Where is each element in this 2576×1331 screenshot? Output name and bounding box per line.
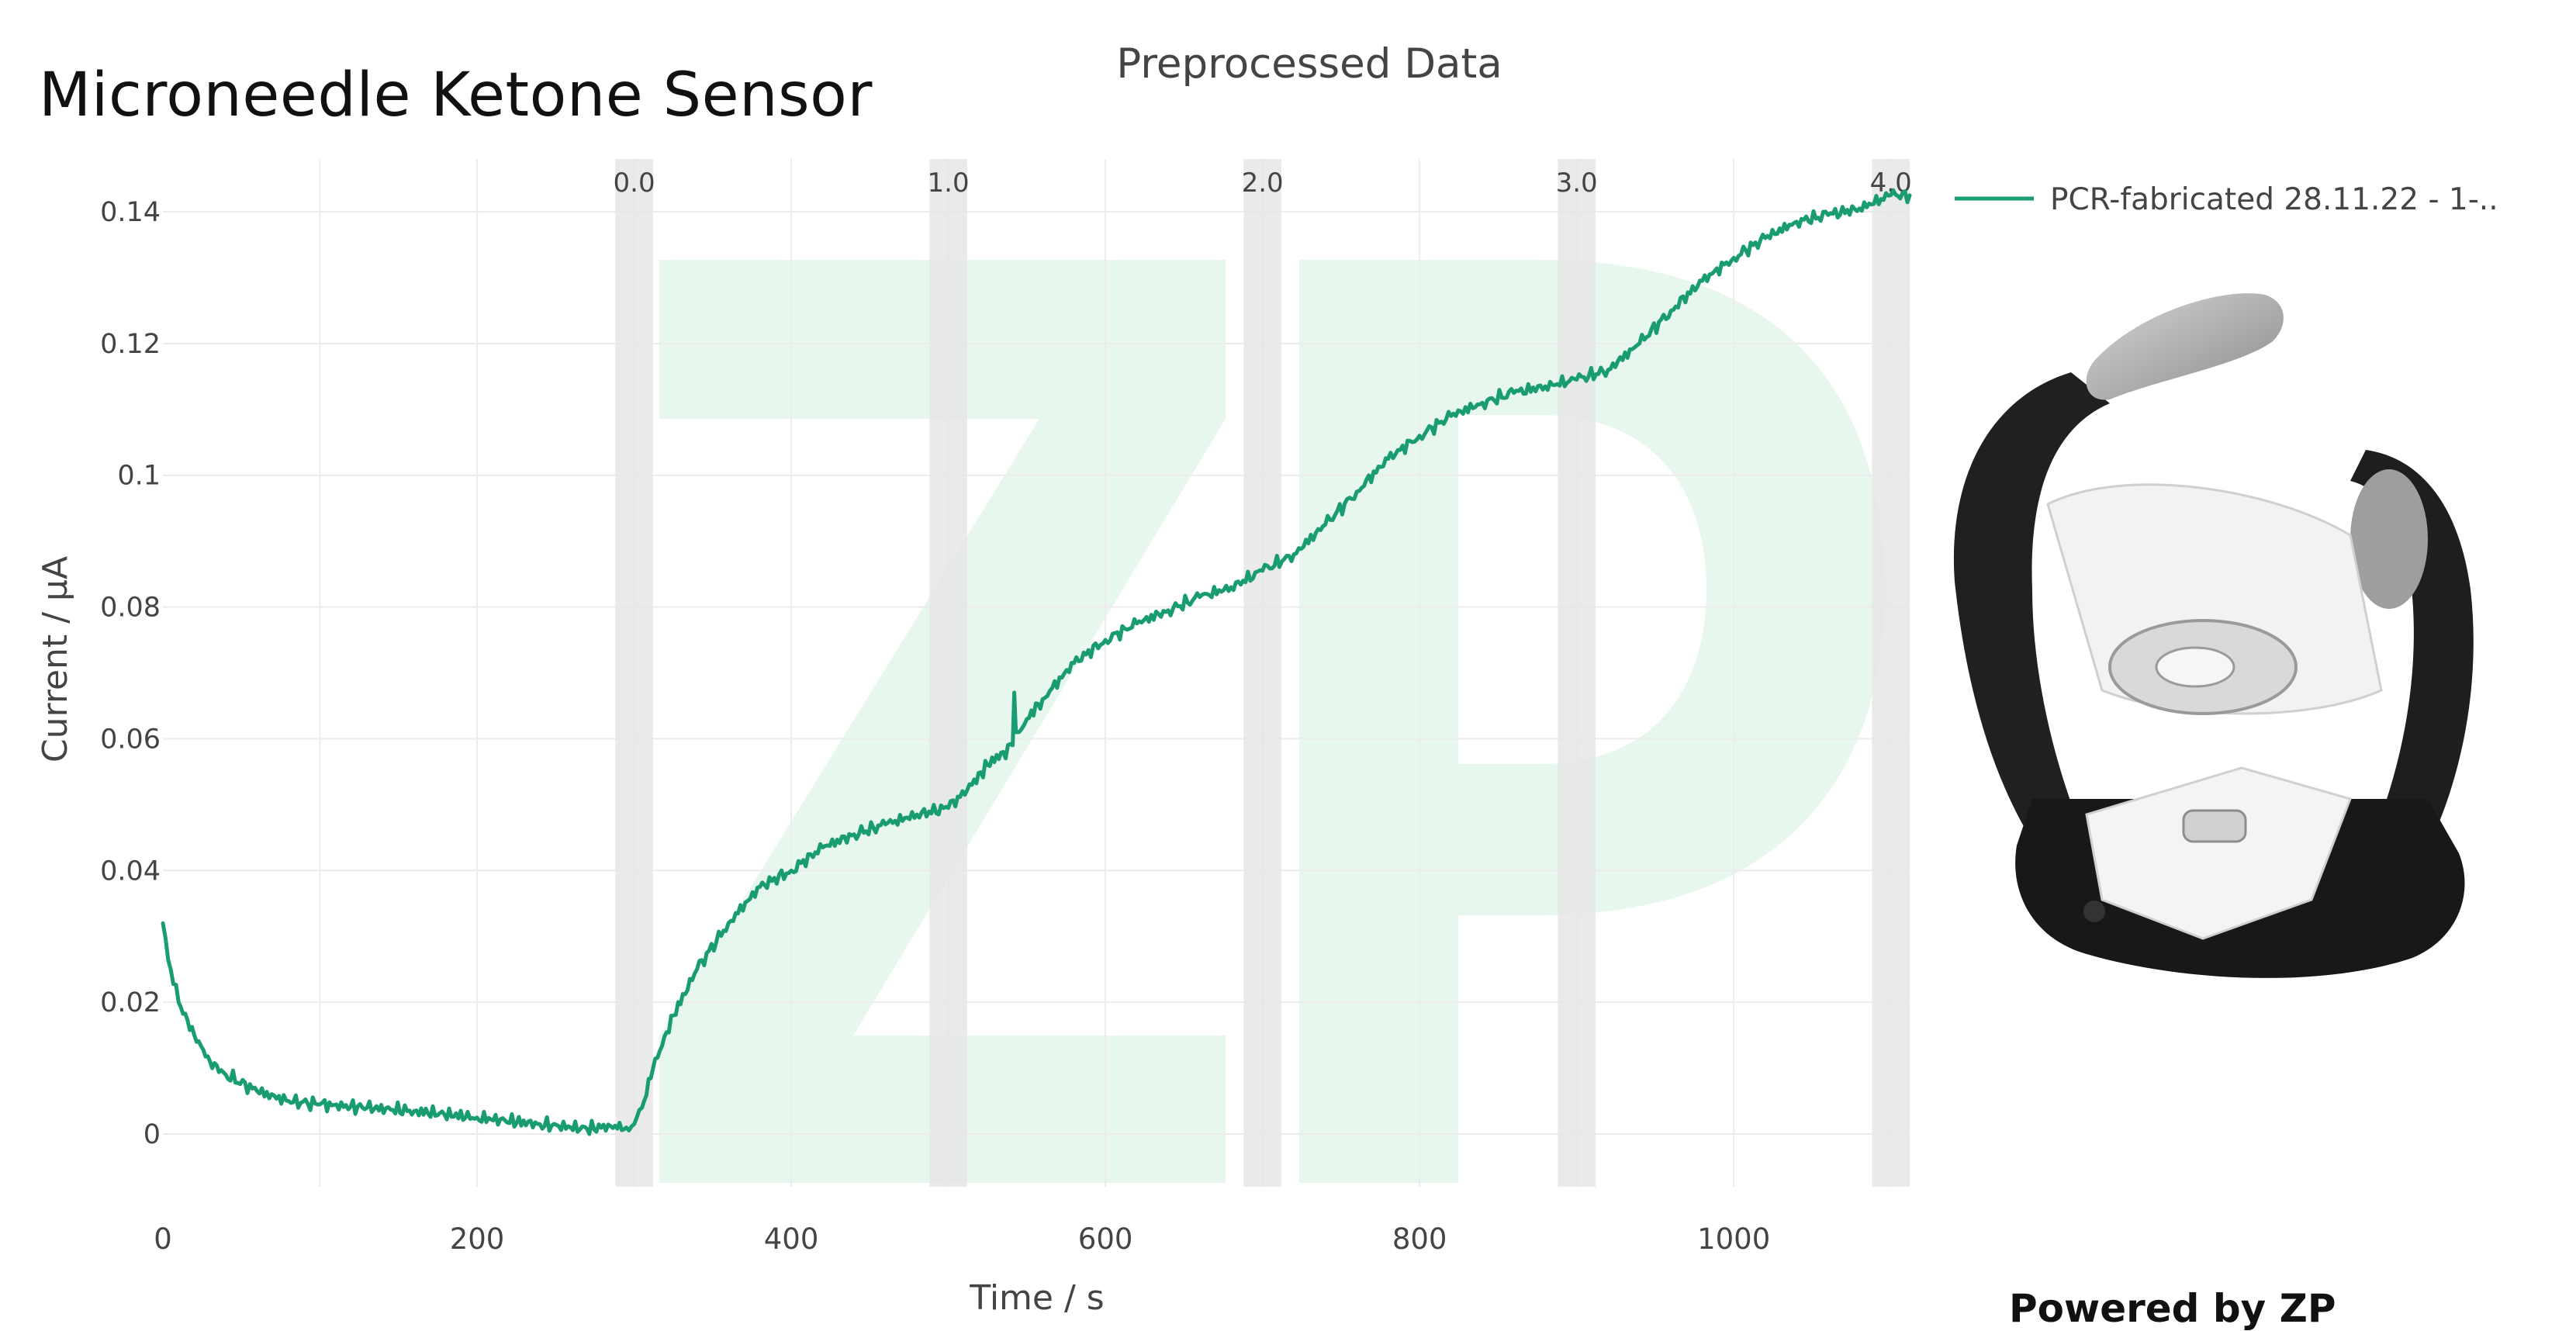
y-tick-label: 0.12 (100, 329, 161, 360)
watch-face (2085, 766, 2352, 940)
y-tick-label: 0.02 (100, 987, 161, 1018)
marker-band (1558, 159, 1596, 1187)
x-tick-label: 1000 (1697, 1222, 1770, 1256)
y-tick-label: 0.14 (100, 197, 161, 228)
watermark-p (1299, 260, 1885, 1183)
y-tick-label: 0 (143, 1119, 161, 1150)
y-tick-labels: 0 0.02 0.04 0.06 0.08 0.1 0.12 0.14 (100, 197, 161, 1150)
app-title: Microneedle Ketone Sensor (39, 60, 873, 130)
sensor-chip (2182, 809, 2247, 843)
bands (615, 159, 1910, 1187)
y-tick-label: 0.08 (100, 593, 161, 624)
x-tick-label: 400 (764, 1222, 819, 1256)
y-tick-label: 0.04 (100, 856, 161, 887)
device-image (1947, 256, 2521, 1078)
legend-label: PCR-fabricated 28.11.22 - 1-.. (2050, 182, 2498, 217)
band-label: 2.0 (1242, 168, 1284, 199)
x-tick-label: 800 (1392, 1222, 1447, 1256)
band-strap-left (1953, 372, 2110, 876)
band-label: 0.0 (614, 168, 655, 199)
buckle-clip (2086, 293, 2284, 400)
y-tick-label: 0.1 (117, 461, 161, 492)
x-tick-label: 600 (1078, 1222, 1133, 1256)
marker-band (615, 159, 653, 1187)
y-axis-title: Current / μA (36, 556, 75, 762)
sensor-pad (2350, 469, 2428, 609)
x-tick-labels: 0 200 400 600 800 1000 (154, 1222, 1770, 1256)
band-labels: 0.0 1.0 2.0 3.0 4.0 (614, 168, 1912, 199)
series-line[interactable] (161, 188, 1912, 1136)
legend[interactable]: PCR-fabricated 28.11.22 - 1-.. (1955, 182, 2498, 217)
y-tick-label: 0.06 (100, 724, 161, 755)
x-tick-label: 200 (450, 1222, 505, 1256)
powered-by-label: Powered by ZP (2009, 1286, 2336, 1331)
chart-title: Preprocessed Data (1116, 40, 1502, 88)
marker-band (1872, 159, 1910, 1187)
band-label: 3.0 (1556, 168, 1598, 199)
band-strap-right (2350, 450, 2474, 884)
x-axis-title: Time / s (969, 1278, 1104, 1312)
x-tick-label: 0 (154, 1222, 172, 1256)
marker-band (929, 159, 967, 1187)
crown-button (2083, 901, 2105, 922)
band-label: 1.0 (928, 168, 970, 199)
microneedle-hole (2155, 646, 2235, 688)
marker-band (1243, 159, 1281, 1187)
grid-horizontal (163, 210, 1910, 1136)
